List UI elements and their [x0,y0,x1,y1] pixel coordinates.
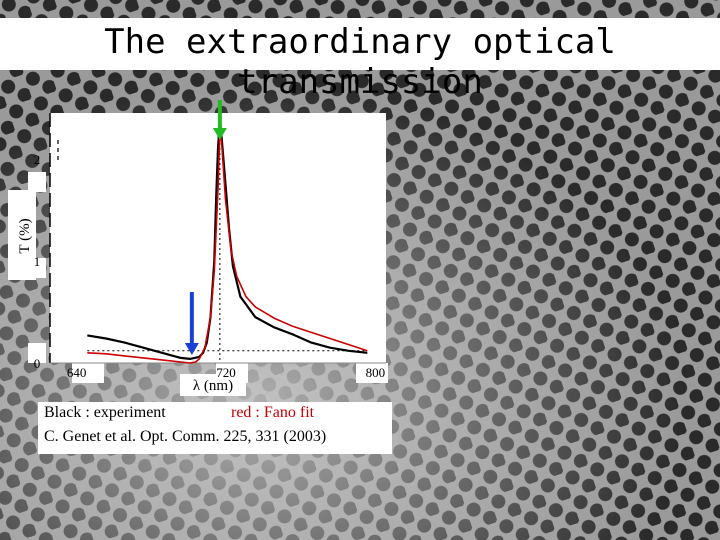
series-0-line [87,116,368,360]
green-arrow-head [212,128,227,140]
xtick-640-background [72,363,104,383]
xtick-label-640: 640 [67,365,87,380]
caption-box [38,402,392,454]
slide-title: The extraordinary optical transmission [104,22,616,102]
title-bar [0,18,720,70]
reference-lines [87,133,366,363]
ytick-0-background [28,343,46,363]
ytick-label-2: 2 [34,152,41,167]
xtick-800-background [356,363,388,383]
xtick-720-background [216,363,248,383]
caption-fano-fit: red : Fano fit [231,404,315,421]
xtick-label-800: 800 [366,365,386,380]
annotation-arrows [184,100,227,355]
ytick-2-background [28,172,46,192]
ytick-label-0: 0 [34,356,41,371]
blue-arrow-head [184,343,199,355]
ytick-label-1: 1 [34,254,41,269]
x-axis-label: λ (nm) [193,378,233,394]
series-layer [87,116,368,364]
series-1-line [87,127,368,364]
ytick-1-background [28,258,46,278]
caption-reference: C. Genet et al. Opt. Comm. 225, 331 (200… [44,428,327,445]
tick-labels: 0 1 2 640 720 800 [34,152,385,380]
y-axis-label: T (%) [17,218,33,253]
xtick-label-720: 720 [216,365,236,380]
caption-experiment: Black : experiment [44,404,166,421]
